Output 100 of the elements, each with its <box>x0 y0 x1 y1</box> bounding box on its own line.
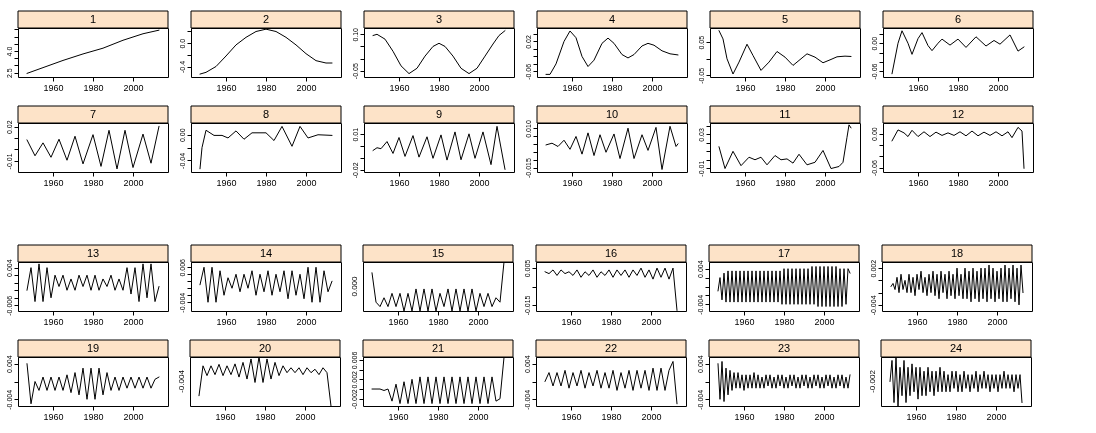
x-tick-label: 1960 <box>216 177 237 188</box>
line-series <box>26 125 160 170</box>
chart-title: 13 <box>86 246 100 259</box>
x-tick-label: 1960 <box>562 82 583 93</box>
x-tick-label: 2000 <box>296 177 317 188</box>
x-tick-label: 1980 <box>601 316 622 327</box>
chart-title: 12 <box>951 107 965 120</box>
chart-title: 14 <box>259 246 273 259</box>
x-tick-label: 1980 <box>83 177 104 188</box>
x-tick-label: 1980 <box>948 82 969 93</box>
x-tick-label: 1960 <box>43 177 64 188</box>
x-tick-label: 1960 <box>216 316 237 327</box>
x-tick-label: 1980 <box>428 316 449 327</box>
x-tick-label: 2000 <box>987 316 1008 327</box>
line-series <box>545 30 679 75</box>
chart-title: 3 <box>435 12 443 25</box>
x-tick-label: 1980 <box>256 316 277 327</box>
line-series <box>199 266 333 303</box>
chart-title: 9 <box>435 107 443 120</box>
x-tick-label: 1980 <box>256 82 277 93</box>
x-tick-label: 2000 <box>815 82 836 93</box>
x-tick-label: 1960 <box>215 411 236 422</box>
x-tick-label: 2000 <box>123 177 144 188</box>
x-tick-label: 2000 <box>469 177 490 188</box>
x-tick-label: 1960 <box>734 411 755 422</box>
chart-title: 11 <box>779 107 791 120</box>
chart-title: 6 <box>954 12 962 25</box>
x-tick-label: 2000 <box>815 177 836 188</box>
x-tick-label: 2000 <box>642 82 663 93</box>
chart-title: 22 <box>604 341 618 354</box>
x-tick-label: 1960 <box>561 316 582 327</box>
x-tick-label: 1980 <box>429 82 450 93</box>
chart-title: 19 <box>86 341 100 354</box>
x-tick-label: 1980 <box>602 177 623 188</box>
line-series <box>717 265 851 308</box>
x-tick-label: 1980 <box>429 177 450 188</box>
chart-title: 16 <box>604 246 618 259</box>
x-tick-label: 1980 <box>602 82 623 93</box>
chart-title: 17 <box>777 246 791 259</box>
x-tick-label: 2000 <box>296 82 317 93</box>
x-tick-label: 2000 <box>814 316 835 327</box>
x-tick-label: 2000 <box>988 177 1009 188</box>
x-tick-label: 2000 <box>641 411 662 422</box>
x-tick-label: 2000 <box>468 411 489 422</box>
x-tick-label: 2000 <box>123 411 144 422</box>
line-series <box>372 125 506 170</box>
x-tick-label: 1960 <box>735 177 756 188</box>
x-tick-label: 1980 <box>428 411 449 422</box>
x-tick-label: 1960 <box>389 177 410 188</box>
x-tick-label: 2000 <box>469 82 490 93</box>
x-tick-label: 1960 <box>562 177 583 188</box>
chart-title: 15 <box>431 246 445 259</box>
x-tick-label: 1980 <box>948 177 969 188</box>
x-tick-label: 1980 <box>255 411 276 422</box>
line-series <box>890 264 1024 306</box>
chart-title: 24 <box>949 341 963 354</box>
x-tick-label: 1960 <box>216 82 237 93</box>
chart-title: 2 <box>262 12 270 25</box>
x-tick-label: 1980 <box>774 411 795 422</box>
x-tick-label: 2000 <box>123 316 144 327</box>
line-series <box>717 360 851 403</box>
x-tick-label: 1960 <box>908 177 929 188</box>
x-tick-label: 1960 <box>43 316 64 327</box>
x-tick-label: 1960 <box>907 316 928 327</box>
chart-title: 20 <box>258 341 272 354</box>
x-tick-label: 1960 <box>43 411 64 422</box>
x-tick-label: 1980 <box>83 411 104 422</box>
x-tick-label: 1960 <box>908 82 929 93</box>
x-tick-label: 1960 <box>734 316 755 327</box>
chart-title: 10 <box>605 107 619 120</box>
x-tick-label: 2000 <box>295 411 316 422</box>
x-tick-label: 1980 <box>946 411 967 422</box>
x-tick-label: 1980 <box>774 316 795 327</box>
x-tick-label: 1980 <box>775 177 796 188</box>
x-tick-label: 1960 <box>388 316 409 327</box>
x-tick-label: 1980 <box>256 177 277 188</box>
chart-title: 1 <box>89 12 97 25</box>
line-series <box>891 126 1025 169</box>
x-tick-label: 2000 <box>123 82 144 93</box>
x-tick-label: 1960 <box>561 411 582 422</box>
x-tick-label: 2000 <box>642 177 663 188</box>
chart-title: 8 <box>262 107 270 120</box>
chart-title: 7 <box>89 107 97 120</box>
x-tick-label: 1980 <box>83 316 104 327</box>
x-tick-label: 2000 <box>296 316 317 327</box>
x-tick-label: 1980 <box>83 82 104 93</box>
x-tick-label: 2000 <box>814 411 835 422</box>
text: 0.000 <box>350 275 359 297</box>
x-tick-label: 2000 <box>986 411 1007 422</box>
chart-title: 21 <box>431 341 445 354</box>
x-tick-label: 1960 <box>735 82 756 93</box>
chart-title: 23 <box>777 341 791 354</box>
line-series <box>545 125 679 170</box>
chart-title: 18 <box>950 246 964 259</box>
x-tick-label: 1960 <box>388 411 409 422</box>
x-tick-label: 2000 <box>988 82 1009 93</box>
line-series <box>544 360 678 405</box>
x-tick-label: 2000 <box>468 316 489 327</box>
x-tick-label: 1960 <box>389 82 410 93</box>
x-tick-label: 1980 <box>775 82 796 93</box>
